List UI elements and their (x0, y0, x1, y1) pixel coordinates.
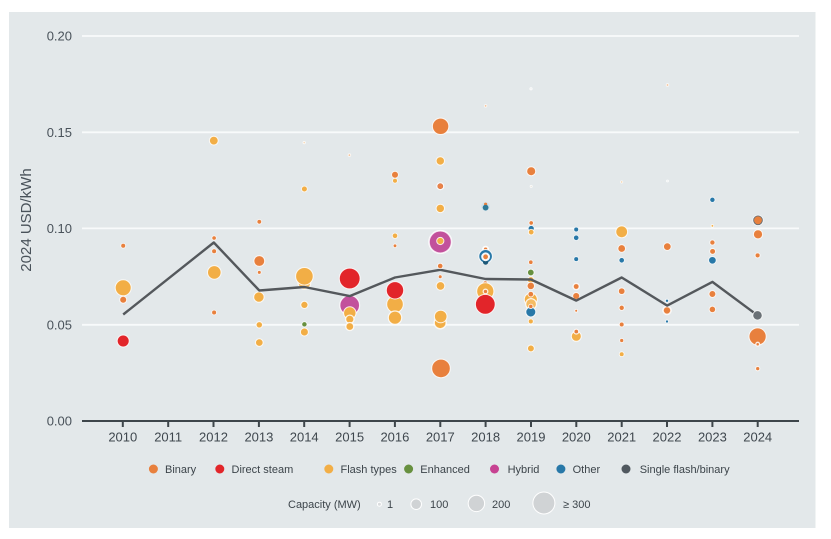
svg-text:Direct steam: Direct steam (232, 464, 294, 476)
svg-text:Single flash/binary: Single flash/binary (640, 464, 730, 476)
svg-text:Flash types: Flash types (341, 464, 398, 476)
svg-text:2015: 2015 (335, 430, 364, 445)
svg-text:100: 100 (430, 499, 448, 511)
svg-text:2023: 2023 (698, 430, 727, 445)
svg-text:2024 USD/kWh: 2024 USD/kWh (18, 168, 35, 271)
svg-text:≥ 300: ≥ 300 (563, 499, 590, 511)
svg-text:0.20: 0.20 (47, 29, 72, 44)
svg-text:2020: 2020 (562, 430, 591, 445)
svg-text:2021: 2021 (607, 430, 636, 445)
svg-text:Hybrid: Hybrid (508, 464, 540, 476)
svg-text:0.15: 0.15 (47, 125, 72, 140)
svg-text:200: 200 (492, 499, 510, 511)
svg-text:2024: 2024 (743, 430, 772, 445)
svg-text:2010: 2010 (108, 430, 137, 445)
svg-text:2017: 2017 (426, 430, 455, 445)
svg-text:Enhanced: Enhanced (420, 464, 470, 476)
svg-text:Capacity (MW): Capacity (MW) (288, 499, 361, 511)
svg-text:2018: 2018 (471, 430, 500, 445)
svg-text:2014: 2014 (290, 430, 319, 445)
svg-text:0.05: 0.05 (47, 317, 72, 332)
svg-text:2012: 2012 (199, 430, 228, 445)
svg-text:2013: 2013 (244, 430, 273, 445)
svg-text:Other: Other (573, 464, 601, 476)
svg-text:1: 1 (387, 499, 393, 511)
svg-text:0.10: 0.10 (47, 221, 72, 236)
svg-text:2019: 2019 (517, 430, 546, 445)
svg-text:2016: 2016 (380, 430, 409, 445)
svg-text:0.00: 0.00 (47, 414, 72, 429)
svg-text:2011: 2011 (154, 430, 182, 445)
svg-text:2022: 2022 (653, 430, 682, 445)
svg-text:Binary: Binary (165, 464, 197, 476)
